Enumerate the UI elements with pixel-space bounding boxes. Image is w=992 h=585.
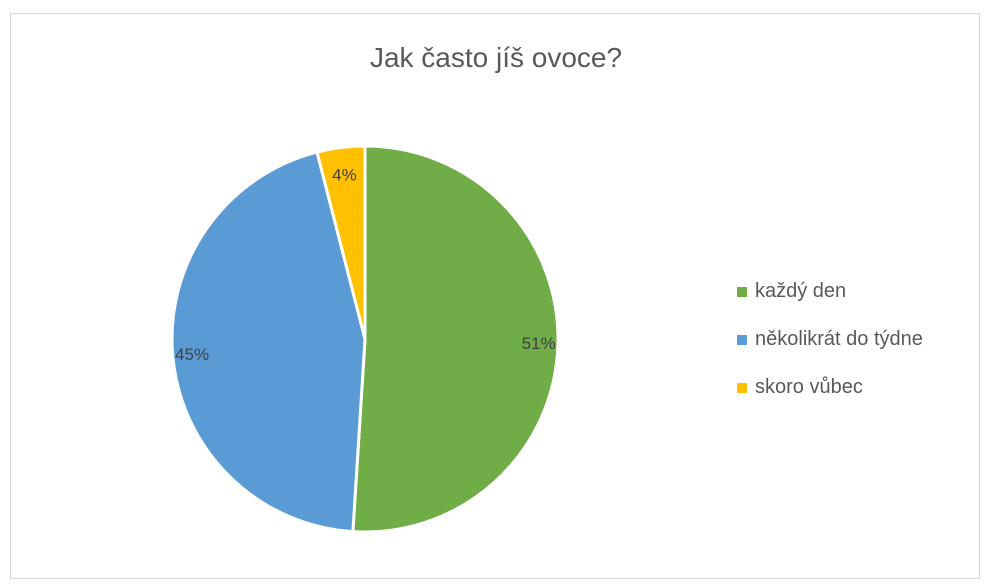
legend-item-nekolikrat-do-tydne: několikrát do týdne xyxy=(737,326,923,353)
data-label-nekolikrat-do-tydne: 45% xyxy=(175,345,209,364)
pie-slices xyxy=(170,144,560,534)
legend-swatch xyxy=(737,334,747,345)
legend-label: skoro vůbec xyxy=(755,376,863,398)
pie-slice-skoro-vubec xyxy=(315,144,367,341)
legend-item-kazdy-den: každý den xyxy=(737,278,923,305)
chart-title: Jak často jíš ovoce? xyxy=(369,42,623,73)
pie-slice-nekolikrat-do-tydne xyxy=(170,150,367,534)
legend-item-skoro-vubec: skoro vůbec xyxy=(737,374,923,401)
legend-label: několikrát do týdne xyxy=(755,328,923,350)
data-label-skoro-vubec: 4% xyxy=(332,166,357,185)
legend-swatch xyxy=(737,382,747,393)
pie-slice-kazdy-den xyxy=(351,144,560,534)
data-label-kazdy-den: 51% xyxy=(522,334,556,353)
legend-swatch xyxy=(737,286,747,297)
legend-label: každý den xyxy=(755,280,847,302)
pie-data-labels: 51% 45% 4% xyxy=(175,166,556,364)
chart-legend: každý den několikrát do týdne skoro vůbe… xyxy=(737,278,923,422)
